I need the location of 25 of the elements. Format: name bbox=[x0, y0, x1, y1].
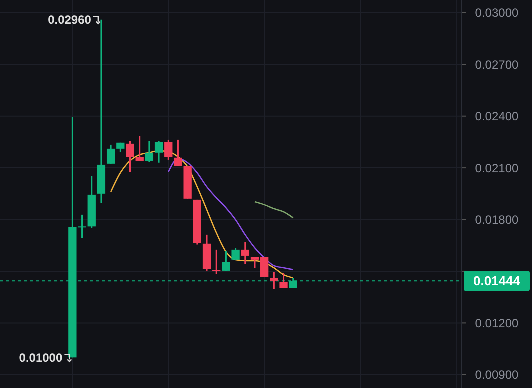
y-tick-label: 0.02700 bbox=[475, 58, 520, 72]
y-tick-label: 0.01200 bbox=[475, 316, 520, 330]
candlestick bbox=[280, 272, 288, 289]
line-series bbox=[168, 158, 294, 271]
candlestick bbox=[212, 249, 221, 275]
candlestick bbox=[222, 250, 230, 272]
ref-line-label: 0.01444 bbox=[474, 274, 522, 289]
y-tick-label: 0.00900 bbox=[475, 368, 520, 382]
candlestick bbox=[232, 247, 240, 261]
candlestick bbox=[270, 271, 278, 290]
candlestick bbox=[174, 139, 182, 167]
candlestick bbox=[164, 139, 173, 161]
candlestick bbox=[145, 140, 154, 163]
candlestick bbox=[241, 241, 250, 265]
annotation: 0.01000 bbox=[19, 350, 63, 365]
candlestick bbox=[106, 144, 116, 165]
candlestick bbox=[154, 140, 164, 164]
line-series bbox=[254, 201, 294, 219]
y-tick-label: 0.02400 bbox=[475, 110, 520, 124]
annotation: 0.02960 bbox=[48, 13, 92, 28]
y-tick-label: 0.03000 bbox=[475, 6, 520, 20]
y-tick-label: 0.01800 bbox=[475, 212, 520, 227]
y-tick-label: 0.02100 bbox=[475, 161, 520, 176]
candlestick bbox=[136, 135, 144, 162]
candlestick bbox=[126, 140, 134, 173]
